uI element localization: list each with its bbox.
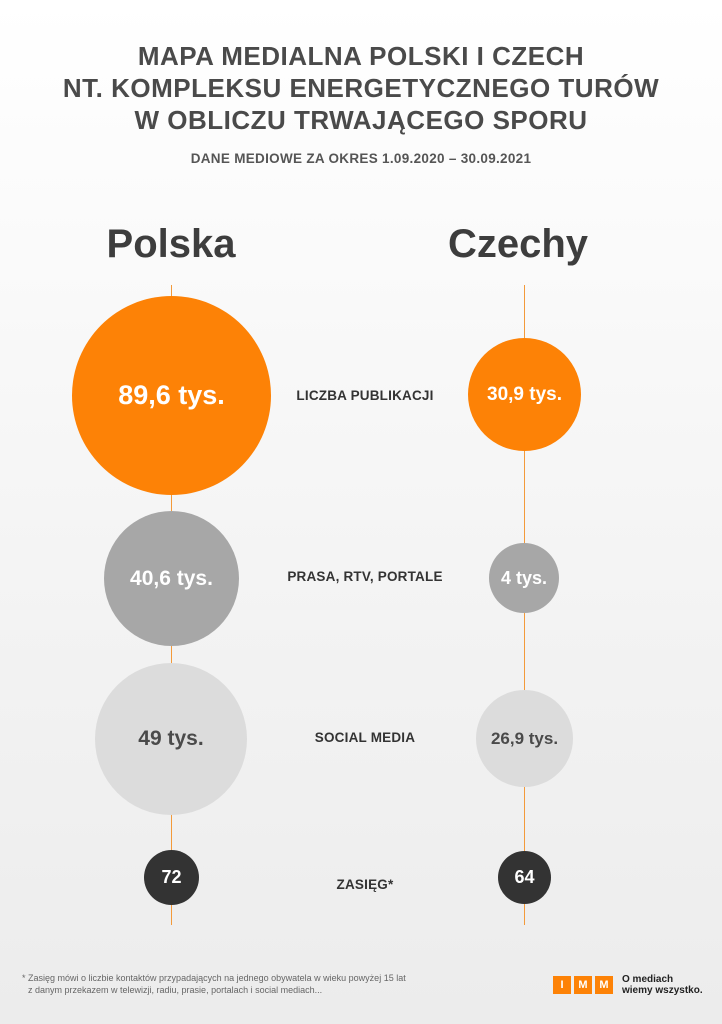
title-line-3: W OBLICZU TRWAJĄCEGO SPORU [134,105,588,135]
row-label-zasieg: ZASIĘG* [336,877,394,892]
page-subtitle: DANE MEDIOWE ZA OKRES 1.09.2020 – 30.09.… [190,151,532,166]
footnote-line-2: z danym przekazem w telewizji, radiu, pr… [28,985,323,995]
logo-letter-2: M [574,976,592,994]
imm-logo: I M M O mediach wiemy wszystko. [553,974,703,996]
logo-tagline: O mediach wiemy wszystko. [622,974,703,996]
circle-czechy-publikacje: 30,9 tys. [468,338,581,451]
country-heading-polska: Polska [106,222,236,266]
row-label-social: SOCIAL MEDIA [314,730,416,745]
logo-letter-1: I [553,976,571,994]
circle-polska-publikacje: 89,6 tys. [72,296,271,495]
circle-polska-social: 49 tys. [95,663,247,815]
page-title: MAPA MEDIALNA POLSKI I CZECH NT. KOMPLEK… [0,40,722,136]
title-line-1: MAPA MEDIALNA POLSKI I CZECH [137,41,585,71]
row-label-prasa: PRASA, RTV, PORTALE [287,569,443,584]
circle-polska-zasieg: 72 [144,850,199,905]
logo-tagline-line-1: O mediach [622,974,674,985]
country-heading-czechy: Czechy [447,222,589,266]
footnote: * Zasięg mówi o liczbie kontaktów przypa… [22,972,482,996]
circle-czechy-zasieg: 64 [498,851,551,904]
circle-polska-prasa: 40,6 tys. [104,511,239,646]
logo-tagline-line-2: wiemy wszystko. [622,985,703,996]
title-line-2: NT. KOMPLEKSU ENERGETYCZNEGO TURÓW [62,73,660,103]
circle-czechy-prasa: 4 tys. [489,543,559,613]
logo-letter-3: M [595,976,613,994]
circle-czechy-social: 26,9 tys. [476,690,573,787]
footnote-line-1: * Zasięg mówi o liczbie kontaktów przypa… [22,973,406,983]
row-label-publikacje: LICZBA PUBLIKACJI [296,388,434,403]
